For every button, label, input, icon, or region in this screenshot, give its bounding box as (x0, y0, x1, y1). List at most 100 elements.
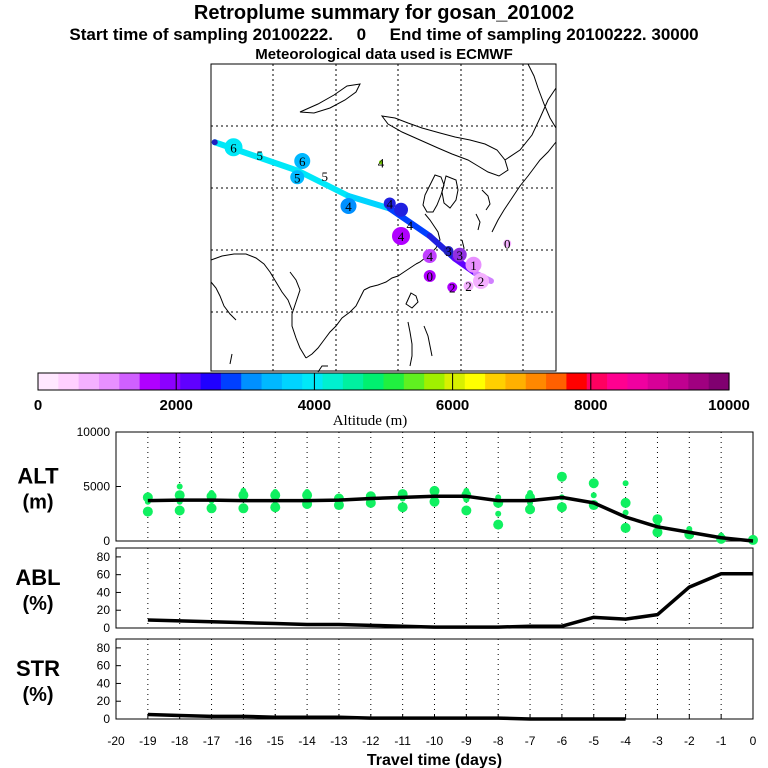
colorbar-swatch (566, 373, 588, 390)
altitude-dot (525, 504, 536, 515)
y-axis-label: ABL (15, 565, 60, 590)
x-tick-label: -2 (684, 734, 695, 748)
altitude-dot (556, 471, 567, 482)
colorbar-label: Altitude (m) (333, 413, 408, 429)
trajectory-point (392, 227, 410, 245)
altitude-dot (238, 503, 249, 514)
colorbar-frame (37, 372, 730, 391)
trajectory-day-label: 4 (387, 197, 394, 212)
trajectory-day-label: 3 (445, 244, 452, 259)
trajectory-day-label: 5 (322, 169, 329, 184)
trajectory-day-label: 4 (407, 218, 414, 233)
altitude-dot (588, 478, 599, 489)
altitude-dot (652, 527, 663, 538)
trajectory-day-label: 4 (345, 199, 352, 214)
colorbar-swatch (302, 373, 324, 390)
altitude-dot (208, 490, 215, 497)
trajectory-point (340, 198, 357, 214)
colorbar-swatch (424, 373, 446, 390)
y-tick-label: 20 (97, 694, 111, 708)
panel-abl: 0 20 40 60 80 ABL (%) (15, 547, 754, 635)
altitude-dot (272, 488, 279, 495)
trajectory-day-label: 2 (478, 274, 485, 289)
colorbar-tick-label: 6000 (436, 397, 469, 414)
trajectory-day-label: 4 (427, 249, 434, 264)
colorbar-swatch (363, 373, 385, 390)
y-tick-label: 80 (97, 641, 111, 655)
colorbar-swatch (200, 373, 222, 390)
y-axis-unit: (%) (22, 684, 53, 706)
trajectory-day-label: 1 (470, 258, 477, 273)
x-tick-label: -10 (426, 734, 444, 748)
trajectory-day-label: 2 (449, 280, 456, 295)
trajectory-day-label: 5 (257, 148, 264, 163)
trajectory-point (290, 170, 305, 185)
trajectory-point (473, 273, 489, 289)
colorbar-swatch (505, 373, 527, 390)
trajectory-day-label: 5 (294, 170, 301, 185)
trajectory-point (224, 138, 243, 157)
y-axis-unit: (%) (22, 593, 53, 615)
y-axis-label: ALT (17, 464, 59, 489)
chart-title: Retroplume summary for gosan_201002 (193, 2, 575, 24)
altitude-dot (174, 490, 185, 501)
y-tick-label: 40 (97, 676, 111, 690)
trajectory-point (503, 239, 512, 248)
trajectory-point (443, 246, 454, 256)
trajectory-day-label: 6 (299, 154, 306, 169)
altitude-dot (206, 503, 217, 514)
x-tick-label: -6 (557, 734, 568, 748)
y-tick-label: 0 (103, 712, 110, 726)
trajectory-centerline-segment (295, 168, 352, 199)
colorbar-swatch (38, 373, 59, 390)
altitude-dot (463, 487, 470, 494)
x-tick-label: -13 (330, 734, 348, 748)
altitude-dot (495, 510, 502, 517)
y-tick-label: 0 (103, 534, 110, 548)
y-axis-label: STR (16, 656, 60, 681)
trajectory-day-label: 3 (457, 248, 464, 263)
colorbar-swatch (688, 373, 710, 390)
trajectory-centerline-segment (345, 193, 393, 212)
map-graticule (211, 64, 556, 371)
x-tick-label: -18 (171, 734, 189, 748)
altitude-dot (652, 514, 663, 525)
colorbar-swatch (485, 373, 507, 390)
x-tick-label: -1 (716, 734, 727, 748)
colorbar-swatch (261, 373, 283, 390)
trajectory-point (465, 256, 482, 273)
trajectory-point (422, 249, 437, 263)
trajectory-day-label: 4 (378, 155, 385, 170)
altitude-dot (144, 492, 151, 499)
y-tick-label: 10000 (77, 425, 111, 439)
y-axis-unit: (m) (22, 492, 53, 514)
altitude-dot (397, 502, 408, 513)
x-tick-label: 0 (750, 734, 757, 748)
colorbar-swatch (281, 373, 303, 390)
altitude-dot (622, 480, 629, 487)
x-tick-label: -3 (652, 734, 663, 748)
colorbar-tick-label: 2000 (160, 397, 193, 414)
colorbar-swatch (58, 373, 80, 390)
altitude-dot (620, 522, 631, 533)
altitude-dot (240, 487, 247, 494)
colorbar-tick-label: 8000 (574, 397, 607, 414)
colorbar-swatch (159, 373, 181, 390)
trajectory-day-label: 2 (465, 279, 472, 294)
colorbar-swatch (586, 373, 608, 390)
altitude-dot (176, 483, 183, 490)
trajectory-day-label: 6 (230, 140, 237, 155)
trajectory-point (394, 202, 408, 217)
colorbar-swatch (342, 373, 364, 390)
abl-series-line (147, 572, 753, 629)
altitude-dot (461, 505, 472, 516)
altitude-dot (622, 509, 629, 516)
x-tick-label: -14 (298, 734, 316, 748)
colorbar-swatch (98, 373, 120, 390)
str-series-line (147, 712, 626, 721)
x-tick-label: -15 (267, 734, 285, 748)
colorbar-swatch (383, 373, 405, 390)
colorbar-tick-label: 4000 (298, 397, 331, 414)
